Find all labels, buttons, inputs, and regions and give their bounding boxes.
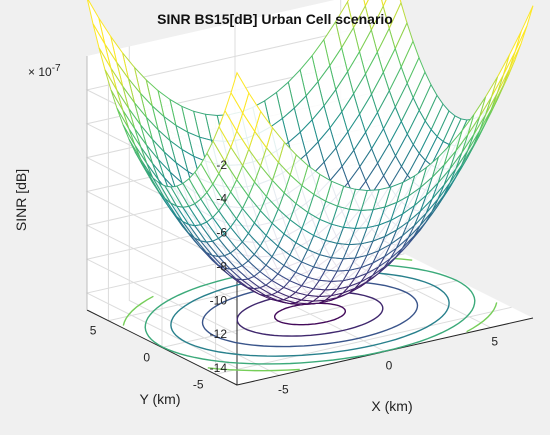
tick-layer: -2 -4 -6 -8 -10 -12 -14 -5 0 5 -5 0 5 xyxy=(90,158,499,397)
x-tick-label: 0 xyxy=(386,359,393,373)
x-tick-label: 5 xyxy=(491,335,498,349)
z-tick-label: -6 xyxy=(216,226,227,240)
surface-patch xyxy=(514,5,534,52)
z-exponent-label: × 10-7 xyxy=(28,63,61,79)
y-tick-label: 0 xyxy=(143,351,150,365)
z-tick-label: -4 xyxy=(216,192,227,206)
x-tick-label: -5 xyxy=(278,382,289,396)
surface-patch xyxy=(502,31,522,76)
z-tick-label: -12 xyxy=(210,327,228,341)
surface-patch xyxy=(87,0,106,45)
y-axis-label: Y (km) xyxy=(140,391,181,407)
z-tick-label: -14 xyxy=(210,361,228,375)
y-tick-label: -5 xyxy=(193,377,204,391)
surface-mesh xyxy=(87,0,534,306)
z-tick-label: -8 xyxy=(216,260,227,274)
z-tick-label: -2 xyxy=(216,158,227,172)
z-axis-label: SINR [dB] xyxy=(13,169,29,231)
y-tick-label: 5 xyxy=(90,324,97,338)
surface-patch xyxy=(230,71,250,115)
chart-title: SINR BS15[dB] Urban Cell scenario xyxy=(157,11,393,27)
z-tick-label: -10 xyxy=(210,293,228,307)
x-axis-label: X (km) xyxy=(371,398,412,414)
